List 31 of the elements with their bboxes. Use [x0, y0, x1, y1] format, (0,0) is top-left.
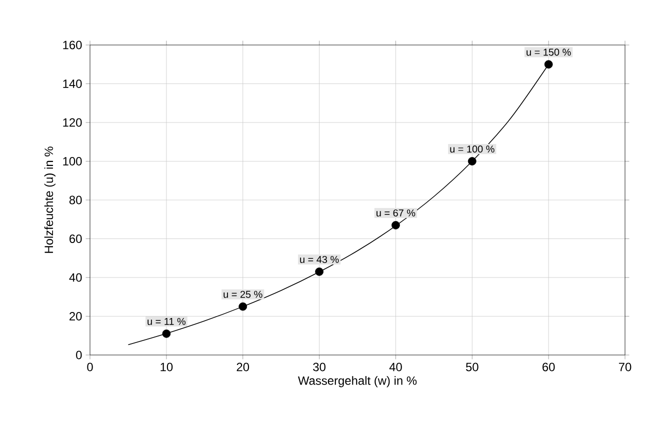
- x-axis-title: Wassergehalt (w) in %: [298, 376, 417, 388]
- y-tick-label: 40: [69, 273, 82, 282]
- y-tick-label: 120: [63, 118, 82, 127]
- point: [315, 268, 324, 276]
- y-tick-label: 20: [70, 312, 82, 320]
- data-label: u = 150 %: [526, 48, 571, 56]
- x-tick-label: 60: [542, 362, 555, 372]
- x-tick-label: 30: [313, 362, 326, 372]
- point: [238, 302, 248, 311]
- y-tick-label: 140: [63, 80, 82, 88]
- x-tick-label: 20: [236, 362, 250, 372]
- data-label: u = 25 %: [224, 290, 262, 298]
- data-label: u = 67 %: [376, 209, 416, 217]
- point: [162, 330, 171, 338]
- x-tick-label: 10: [160, 362, 173, 372]
- x-tick-label: 70: [618, 362, 632, 372]
- y-tick-label: 160: [63, 40, 82, 50]
- data-label: u = 11 %: [148, 318, 186, 326]
- data-label: u = 100 %: [450, 146, 494, 153]
- point: [544, 60, 553, 69]
- data-label: u = 43 %: [300, 256, 339, 264]
- y-tick-label: 100: [63, 157, 82, 166]
- y-tick-label: 60: [70, 234, 82, 243]
- x-tick-label: 0: [87, 362, 93, 372]
- x-tick-label: 50: [466, 362, 478, 372]
- y-tick-label: 80: [69, 196, 82, 204]
- x-tick-label: 40: [389, 362, 402, 372]
- y-axis-title: Holzfeuchte (u) in %: [44, 146, 56, 253]
- y-tick-label: 0: [76, 350, 82, 360]
- point: [392, 221, 400, 230]
- point: [468, 157, 476, 166]
